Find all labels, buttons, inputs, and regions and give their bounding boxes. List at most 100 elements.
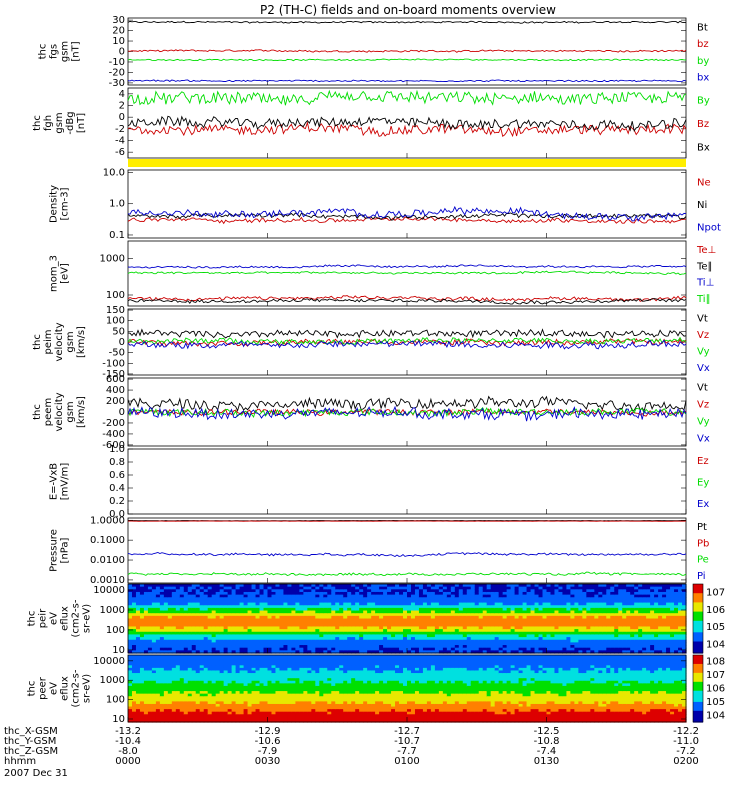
y-axis-label: peem xyxy=(43,398,54,426)
colorbar-segment xyxy=(693,688,703,692)
colorbar-segment xyxy=(693,625,703,629)
legend-entry: Te∥ xyxy=(696,261,713,272)
legend-entry: Ti⊥ xyxy=(696,278,714,289)
panel-11: 108 107 106 105 104 10000 1000 100 10 thc peer eV ef… xyxy=(27,654,725,725)
panel-frame xyxy=(127,169,687,239)
series-line xyxy=(127,205,687,222)
date-label: 2007 Dec 31 xyxy=(4,768,68,779)
y-tick-label: 1000 xyxy=(100,675,125,686)
colorbar-segment xyxy=(693,699,703,703)
colorbar-segment xyxy=(693,655,703,658)
y-tick-label: 0 xyxy=(119,47,125,58)
legend-entry: Pb xyxy=(697,538,709,549)
y-axis-label: fgh xyxy=(43,115,54,131)
y-axis-label: velocity xyxy=(54,392,65,431)
colorbar-segment xyxy=(693,668,703,672)
colorbar-segment xyxy=(693,593,703,597)
colorbar-segment xyxy=(693,620,703,624)
colorbar-segment xyxy=(693,704,703,707)
colorbar-segment xyxy=(693,590,703,594)
colorbar-segment xyxy=(693,643,703,647)
y-axis-label: gsm xyxy=(65,401,76,422)
y-tick-label: 150 xyxy=(106,305,125,316)
bottom-axis-value: -8.0 xyxy=(118,746,138,757)
y-axis-label: eV xyxy=(49,612,60,625)
legend-entry: Vt xyxy=(697,383,708,394)
y-tick-label: 1000 xyxy=(100,253,125,264)
colorbar-segment xyxy=(693,684,703,687)
colorbar-segment xyxy=(693,695,703,699)
y-axis-label: Pressure xyxy=(49,529,60,572)
colorbar-segment xyxy=(693,657,703,661)
panel-frame xyxy=(127,377,687,447)
colorbar-tick-label: 106 xyxy=(706,684,725,695)
y-tick-label: 10 xyxy=(112,36,125,47)
bottom-axis-value: 0030 xyxy=(255,756,280,767)
colorbar-segment xyxy=(693,648,703,652)
series-line xyxy=(127,115,687,132)
y-tick-label: -30 xyxy=(109,78,125,89)
y-axis-label: [nT] xyxy=(76,113,87,133)
panel-8: 1.0 0.8 0.6 0.4 0.2 0.0 E=-VxB [mV/m] Ez Ey Ex xyxy=(49,444,710,520)
series-line xyxy=(127,121,687,138)
colorbar: 107 106 105 104 xyxy=(692,583,725,654)
legend-entry: by xyxy=(697,56,709,67)
colorbar-segment xyxy=(693,634,703,638)
y-tick-label: 50 xyxy=(112,326,125,337)
y-axis-label: thc xyxy=(32,404,43,420)
bottom-axis-value: -13.2 xyxy=(115,726,141,737)
y-tick-label: 1000 xyxy=(100,605,125,616)
colorbar-segment xyxy=(693,677,703,681)
legend-entry: Pi xyxy=(697,571,706,582)
y-axis-label: [eV] xyxy=(60,263,71,284)
y-tick-label: 100 xyxy=(106,625,125,636)
y-tick-label: 0.0 xyxy=(109,509,125,520)
series-line xyxy=(127,328,687,339)
legend-entry: Ni xyxy=(697,200,707,211)
bottom-axis-row-label: thc_Z-GSM xyxy=(4,746,58,757)
quality-bar xyxy=(128,159,686,167)
colorbar-segment xyxy=(693,623,703,626)
y-axis-label: eflux xyxy=(60,676,71,701)
legend-entry: Ti∥ xyxy=(696,294,711,305)
legend-entry: Vy xyxy=(697,346,710,357)
bottom-axis-value: -7.7 xyxy=(397,746,417,757)
legend-entry: Bx xyxy=(697,142,710,153)
colorbar-segment xyxy=(693,715,703,719)
y-tick-label: -400 xyxy=(102,429,125,440)
colorbar-tick-label: 107 xyxy=(706,588,725,599)
legend-entry: bz xyxy=(697,39,709,50)
bottom-axis-row-label: thc_X-GSM xyxy=(4,726,58,737)
bottom-axis-value: 0000 xyxy=(115,756,140,767)
bottom-axis-row-label: thc_Y-GSM xyxy=(4,736,56,747)
y-axis-label: [nPa] xyxy=(60,537,71,563)
y-axis-label: gsm xyxy=(60,41,71,62)
y-axis-label: fgs xyxy=(49,44,60,59)
legend-entry: Bt xyxy=(697,22,708,33)
colorbar-tick-label: 105 xyxy=(706,622,725,633)
spectrogram-cells xyxy=(128,584,687,654)
bottom-axis-value: -10.8 xyxy=(534,736,560,747)
y-axis-label: peer xyxy=(38,676,49,700)
colorbar-segment xyxy=(693,600,703,603)
colorbar-segment xyxy=(693,690,703,694)
y-tick-label: 4 xyxy=(119,89,125,100)
y-tick-label: -150 xyxy=(102,369,125,380)
y-tick-label: -20 xyxy=(109,67,125,78)
colorbar-tick-label: 108 xyxy=(706,657,725,668)
bottom-axis-value: 0200 xyxy=(673,756,698,767)
colorbar-segment xyxy=(693,675,703,678)
y-axis-label: -dBg xyxy=(65,111,76,134)
series-line xyxy=(127,395,687,413)
y-tick-label: 0 xyxy=(119,112,125,123)
panel-3 xyxy=(128,159,686,167)
colorbar-segment xyxy=(693,597,703,601)
legend-entry: Pt xyxy=(697,522,707,533)
y-axis-label: peim xyxy=(43,329,54,354)
colorbar-segment xyxy=(693,706,703,710)
legend-entry: Te⊥ xyxy=(696,245,716,256)
colorbar-segment xyxy=(693,666,703,669)
